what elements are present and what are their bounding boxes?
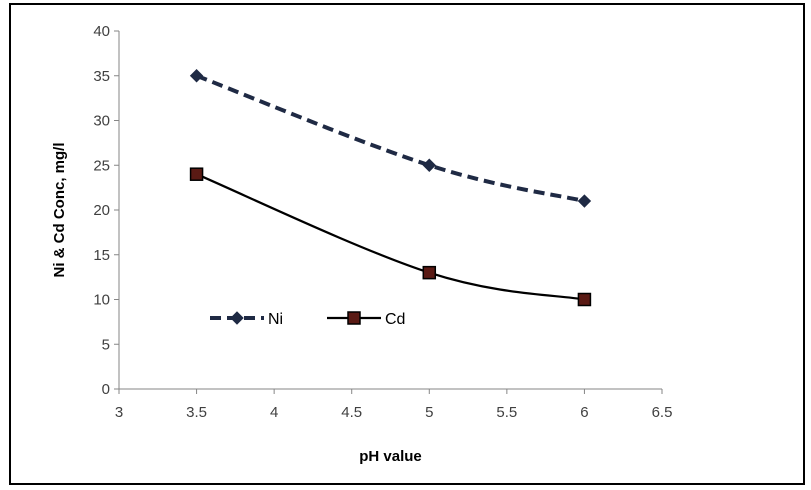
x-tick-label: 4.5 [341,404,362,421]
x-tick-label: 3.5 [186,404,207,421]
y-tick-label: 15 [93,247,110,264]
x-tick-label: 5 [425,404,433,421]
data-point-cd [189,167,204,181]
x-tick-label: 3 [115,404,123,421]
y-tick-label: 35 [93,68,110,85]
legend-label-ni: Ni [268,311,283,328]
x-tick-labels: 3 3.5 4 4.5 5 5.5 6 6.5 [115,404,673,421]
x-tick-label: 5.5 [496,404,517,421]
data-point-cd [422,265,437,280]
series-group [189,69,592,307]
y-tick-label: 40 [93,23,110,40]
y-tick-labels: 0 5 10 15 20 25 30 35 40 [93,23,110,398]
x-tick-label: 6 [580,404,588,421]
data-point-ni [189,69,204,83]
legend-marker-ni [230,311,244,325]
x-tick-label: 4 [270,404,278,421]
y-tick-label: 25 [93,157,110,174]
data-point-cd [577,292,592,307]
y-tick-label: 30 [93,113,110,130]
axes [114,30,663,394]
y-tick-label: 20 [93,202,110,219]
data-point-ni [422,158,436,172]
y-tick-label: 0 [102,381,110,398]
y-tick-label: 5 [102,336,110,353]
x-axis-label: pH value [359,448,422,465]
series-line-cd [196,173,585,301]
data-point-ni [577,194,592,208]
chart-frame [9,3,805,485]
y-tick-label: 10 [93,292,110,309]
legend-marker-cd [347,311,361,325]
legend: Ni Cd [210,311,405,328]
legend-label-cd: Cd [385,311,405,328]
series-line-ni [195,73,585,203]
x-tick-label: 6.5 [652,404,673,421]
y-axis-label: Ni & Cd Conc, mg/l [51,143,68,278]
